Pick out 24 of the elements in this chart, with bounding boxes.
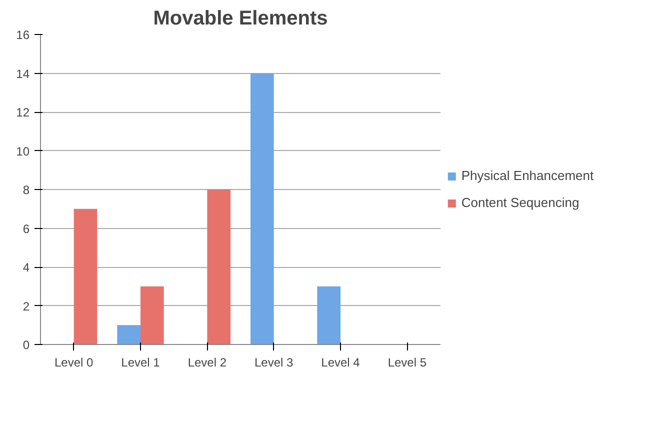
y-tick-label: 10 bbox=[16, 144, 30, 158]
x-tick-label: Level 5 bbox=[388, 356, 427, 370]
x-tick-label: Level 1 bbox=[121, 356, 160, 370]
x-tick-label: Level 4 bbox=[321, 356, 360, 370]
legend-label: Content Sequencing bbox=[461, 195, 580, 210]
y-tick-label: 12 bbox=[16, 106, 30, 120]
y-tick-label: 4 bbox=[22, 260, 30, 274]
bar bbox=[140, 286, 164, 344]
bar bbox=[317, 286, 340, 344]
bar bbox=[117, 325, 140, 344]
bar bbox=[250, 73, 274, 344]
y-tick-label: 6 bbox=[22, 222, 30, 236]
chart-title: Movable Elements bbox=[153, 8, 328, 30]
legend-label: Physical Enhancement bbox=[461, 168, 594, 183]
bar bbox=[207, 190, 230, 344]
y-tick-label: 8 bbox=[22, 183, 30, 197]
y-tick-label: 16 bbox=[16, 28, 30, 42]
x-tick-label: Level 2 bbox=[188, 356, 227, 370]
y-tick-label: 14 bbox=[16, 66, 30, 81]
y-tick-label: 2 bbox=[22, 299, 30, 314]
x-tick-label: Level 0 bbox=[54, 356, 94, 370]
x-tick-label: Level 3 bbox=[254, 356, 294, 370]
bar bbox=[74, 208, 98, 344]
y-tick-label: 0 bbox=[22, 338, 30, 352]
